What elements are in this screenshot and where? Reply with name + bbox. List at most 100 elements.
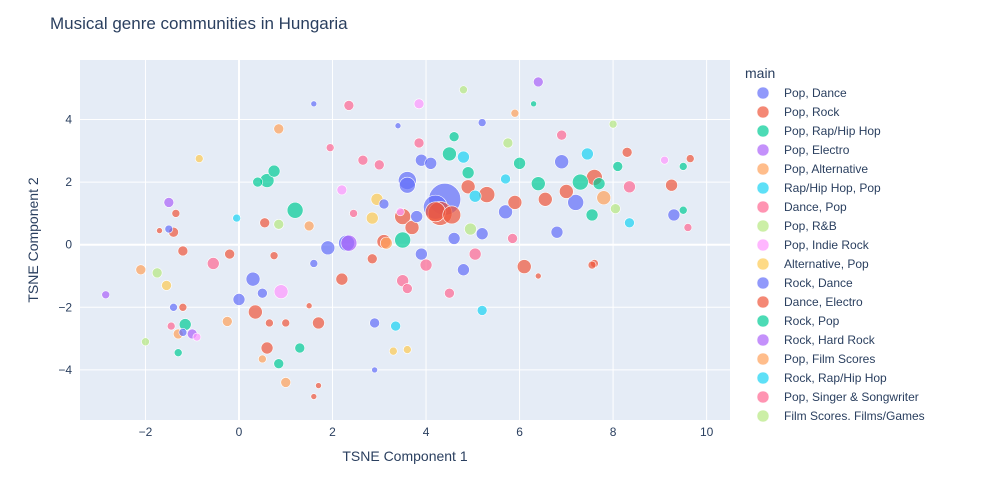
legend-item[interactable]: Pop, Electro [756,143,850,157]
data-point-pop-rock [269,251,279,260]
data-point-rap-hip-hop-pop [624,217,635,229]
data-point-rap-hip-hop-pop [468,189,482,203]
data-point-pop-r-b [608,119,618,129]
data-point-pop-rock [259,217,271,229]
legend-label: Alternative, Pop [784,257,869,271]
legend-marker [756,352,770,366]
data-point-dance-pop [556,129,567,141]
legend-label: Pop, Indie Rock [784,238,870,252]
data-point-pop-rock [177,245,189,257]
x-tick-label: 10 [700,425,714,439]
data-point-pop-rock [366,253,378,265]
data-point-pop-dance [310,100,318,108]
data-point-alternative-pop [403,345,412,354]
data-point-pop-rap-hip-hop [448,131,460,142]
legend-item[interactable]: Pop, R&B [756,219,837,233]
y-tick-label: 2 [65,175,72,189]
legend-marker [756,105,770,119]
data-point-pop-rock [534,272,542,280]
data-point-pop-rock [537,192,553,207]
data-point-pop-rap-hip-hop [394,231,411,249]
x-axis-label: TSNE Component 1 [342,448,467,464]
data-point-pop-dance [415,247,428,261]
data-points [101,76,695,400]
data-point-pop-dance [164,224,174,234]
data-point-pop-dance [257,287,268,299]
legend-item[interactable]: Pop, Singer & Songwriter [756,390,919,404]
data-point-pop-alternative [510,108,520,118]
data-point-pop-dance [232,293,246,306]
data-point-pop-dance [475,227,489,241]
data-point-pop-alternative [596,190,612,206]
data-point-pop-rock [425,201,446,223]
data-point-pop-r-b [151,267,163,279]
data-point-dance-pop [444,287,455,299]
legend-label: Rock, Dance [784,276,853,290]
data-point-pop-rap-hip-hop [461,166,475,179]
data-point-pop-dance [169,303,178,312]
data-point-pop-dance [394,122,402,130]
data-point-pop-dance [309,259,319,268]
legend-label: Pop, Film Scores [784,352,875,366]
data-point-alternative-pop [161,280,172,291]
legend-item[interactable]: Pop, Dance [756,86,847,100]
data-point-pop-dance [554,154,569,170]
legend-item[interactable]: Rock, Pop [756,314,840,328]
legend-marker [756,219,770,233]
data-point-pop-rap-hip-hop [442,146,457,162]
data-point-pop-rap-hip-hop [267,164,281,178]
data-point-dance-pop [343,100,355,111]
x-tick-label: 2 [329,425,336,439]
legend-item[interactable]: Rap/Hip Hop, Pop [756,181,881,195]
legend-item[interactable]: Pop, Rock [756,105,840,119]
legend-item[interactable]: Dance, Electro [756,295,863,309]
y-tick-label: −2 [58,300,72,314]
legend-marker [756,314,770,328]
legend-item[interactable]: Dance, Pop [756,200,847,214]
data-point-dance-pop [349,209,358,218]
legend-item[interactable]: Rock, Dance [756,276,853,290]
data-point-pop-rock [685,154,695,163]
legend-marker [756,409,770,423]
data-point-pop-dance [667,208,681,222]
x-tick-label: −2 [139,425,153,439]
data-point-rap-hip-hop-pop [581,147,594,161]
data-point-pop-r-b [464,222,477,236]
data-point-pop-rock [621,147,633,158]
data-point-pop-dance [369,317,380,329]
chart-title: Musical genre communities in Hungaria [50,14,348,33]
data-point-pop-rock [559,184,574,199]
legend-label: Pop, R&B [784,219,837,233]
data-point-pop-r-b [273,219,285,230]
legend-label: Rock, Pop [784,314,840,328]
data-point-pop-rock [507,195,523,210]
data-point-pop-r-b [502,137,514,149]
legend-item[interactable]: Rock, Hard Rock [756,333,876,347]
legend-item[interactable]: Pop, Alternative [756,162,868,176]
legend-item[interactable]: Rock, Rap/Hip Hop [756,371,887,385]
legend-item[interactable]: Film Scores. Films/Games [756,409,925,423]
legend-label: Dance, Electro [784,295,863,309]
legend-label: Pop, Electro [784,143,850,157]
data-point-pop-alternative [135,264,147,276]
legend-marker [756,200,770,214]
legend-item[interactable]: Pop, Rap/Hip Hop [756,124,881,138]
data-point-dance-pop [206,257,220,270]
legend-item[interactable]: Alternative, Pop [756,257,869,271]
data-point-pop-dance [550,225,564,239]
data-point-pop-rock [305,302,313,310]
data-point-pop-rock [178,303,188,312]
data-point-pop-rock [665,178,678,192]
data-point-pop-dance [178,328,188,337]
data-point-dance-pop [357,154,369,166]
legend-marker [756,371,770,385]
data-point-alternative-pop [389,346,398,356]
legend-item[interactable]: Pop, Indie Rock [756,238,870,252]
legend-item[interactable]: Pop, Film Scores [756,352,875,366]
x-tick-label: 4 [423,425,430,439]
legend-label: Film Scores. Films/Games [784,409,925,423]
data-point-pop-rock [171,209,181,218]
data-point-pop-rock [281,318,291,328]
data-point-pop-dance [457,263,470,277]
data-point-pop-rap-hip-hop [530,176,546,191]
